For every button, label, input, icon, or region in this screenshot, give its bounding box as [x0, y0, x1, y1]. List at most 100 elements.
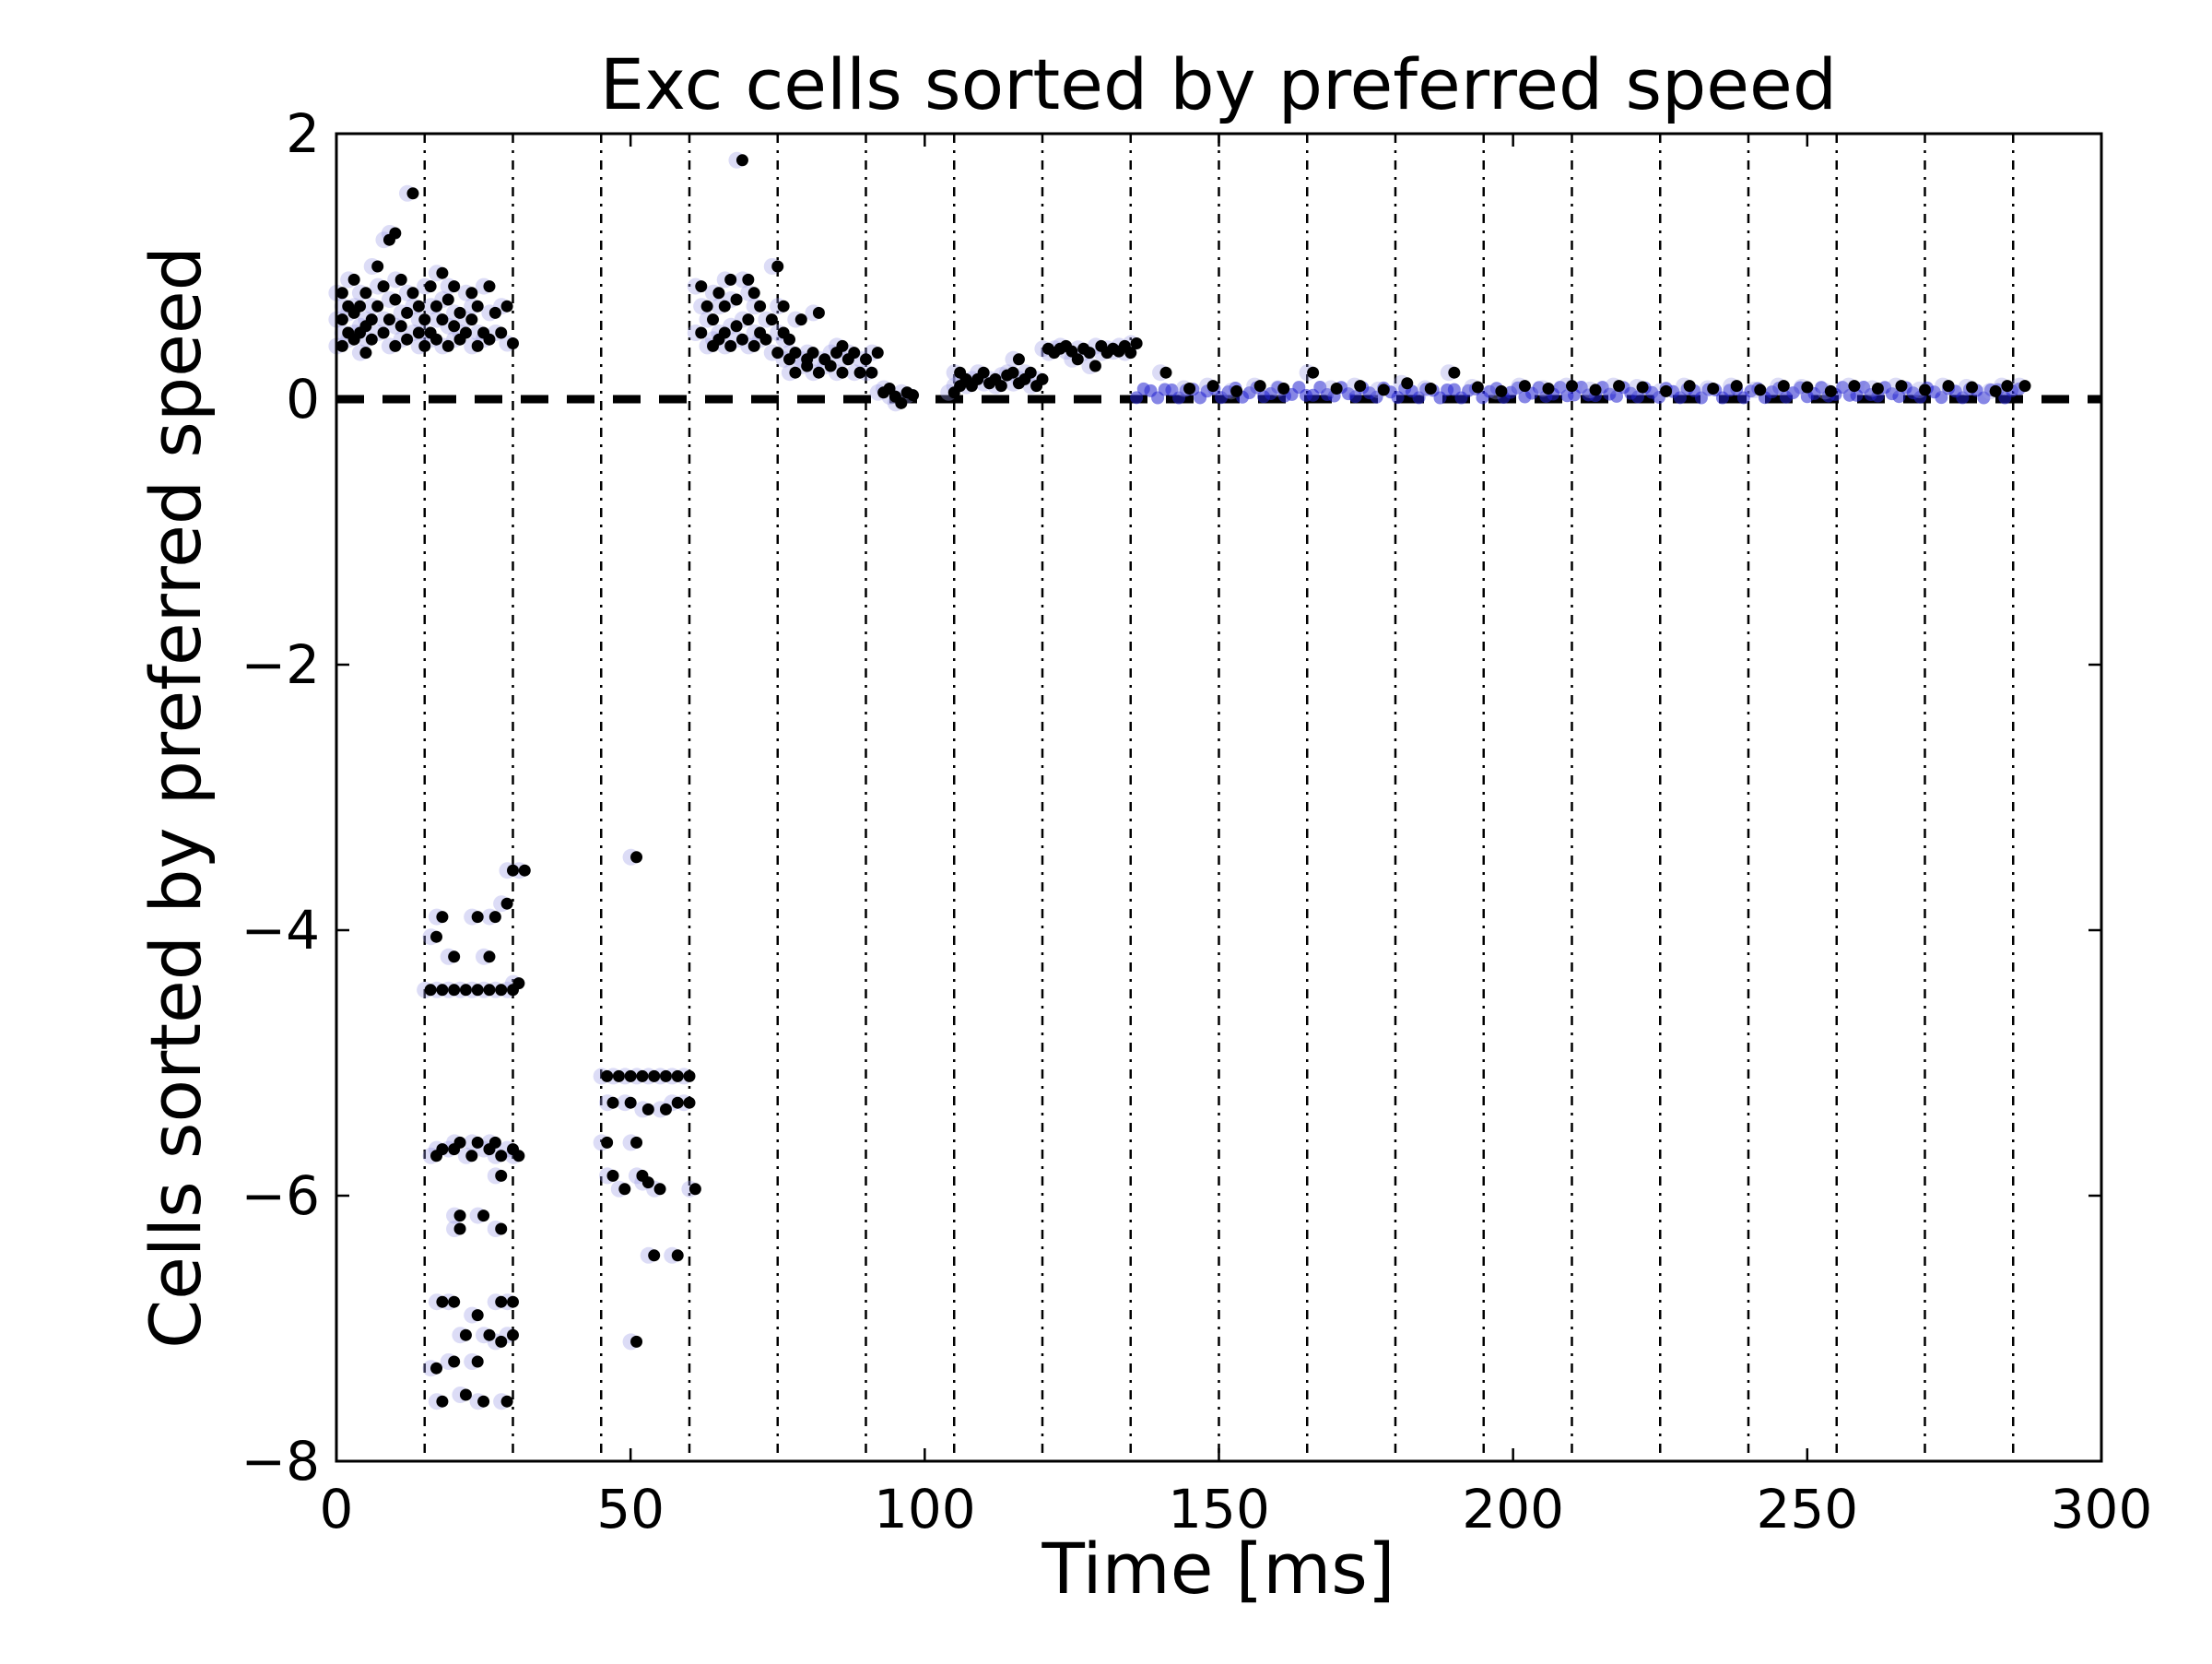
spike-point — [1636, 381, 1649, 394]
spike-point — [871, 347, 884, 360]
spike-point — [1277, 382, 1290, 395]
spike-point — [1006, 366, 1019, 379]
spike-halo — [1130, 391, 1144, 405]
spike-point — [1448, 366, 1461, 379]
spike-point — [1377, 384, 1390, 396]
spike-point — [354, 300, 367, 313]
spike-point — [977, 366, 990, 379]
spike-point — [406, 187, 419, 200]
spike-point — [759, 333, 772, 346]
spike-point — [1124, 347, 1137, 360]
spike-point — [335, 313, 348, 326]
spike-point — [483, 950, 496, 963]
spike-halo — [1610, 389, 1624, 403]
x-axis-label: Time [ms] — [1041, 1528, 1394, 1610]
spike-point — [495, 1222, 508, 1235]
spike-point — [1989, 384, 2002, 397]
spike-point — [1183, 382, 1196, 395]
spike-point — [1083, 347, 1096, 360]
spike-point — [507, 1328, 519, 1341]
spike-point — [1307, 366, 1320, 379]
spike-point — [459, 1328, 472, 1341]
spike-point — [377, 280, 390, 293]
x-tick-label: 250 — [1756, 1478, 1858, 1540]
spike-point — [630, 1335, 643, 1348]
spike-point — [1036, 372, 1049, 385]
spike-point — [659, 1069, 672, 1082]
spike-point — [612, 1069, 625, 1082]
spike-point — [401, 333, 414, 346]
spike-point — [371, 260, 384, 273]
spike-point — [394, 273, 407, 286]
spike-halo — [1935, 391, 1948, 405]
spike-point — [389, 339, 402, 352]
spike-point — [512, 1150, 525, 1162]
spike-point — [777, 300, 790, 313]
spike-point — [1542, 382, 1555, 395]
spike-point — [389, 227, 402, 240]
spike-point — [406, 287, 419, 300]
spike-point — [742, 313, 755, 326]
spike-point — [430, 930, 443, 943]
spike-point — [436, 984, 449, 997]
spike-point — [641, 1103, 654, 1115]
spike-point — [1230, 384, 1243, 397]
spike-point — [848, 347, 861, 360]
spike-point — [430, 333, 443, 346]
spike-point — [335, 339, 348, 352]
spike-point — [471, 339, 484, 352]
spike-point — [1471, 381, 1484, 394]
spike-point — [1919, 384, 1931, 396]
spike-point — [488, 911, 501, 924]
spike-point — [994, 380, 1007, 393]
spike-point — [335, 287, 348, 300]
spike-point — [441, 293, 454, 306]
chart-title: Exc cells sorted by preferred speed — [600, 43, 1837, 125]
spike-point — [865, 366, 878, 379]
spike-point — [688, 1183, 701, 1196]
x-tick-label: 50 — [596, 1478, 665, 1540]
spike-point — [730, 293, 743, 306]
spike-point — [483, 1328, 496, 1341]
spike-point — [459, 326, 472, 339]
spike-point — [430, 300, 443, 313]
spike-point — [488, 306, 501, 319]
spike-point — [648, 1249, 661, 1262]
spike-point — [1660, 384, 1673, 397]
spike-point — [765, 313, 778, 326]
spike-halo — [1815, 381, 1829, 395]
spike-point — [630, 1136, 643, 1149]
spike-point — [1848, 380, 1861, 393]
spike-point — [735, 154, 748, 167]
spike-point — [500, 897, 513, 910]
spike-point — [653, 1183, 666, 1196]
spike-point — [1683, 380, 1696, 393]
spike-point — [500, 300, 513, 313]
spike-point — [730, 320, 743, 333]
spike-point — [453, 1136, 466, 1149]
spike-point — [424, 280, 437, 293]
spike-point — [382, 313, 395, 326]
spike-point — [707, 313, 720, 326]
spike-point — [424, 984, 437, 997]
spike-point — [1966, 381, 1979, 394]
spike-point — [718, 300, 731, 313]
spike-point — [495, 1169, 508, 1182]
spike-point — [624, 1069, 637, 1082]
spike-point — [1824, 384, 1837, 397]
spike-halo — [1412, 391, 1426, 405]
spike-point — [783, 333, 796, 346]
spike-point — [1754, 384, 1767, 396]
spike-point — [771, 260, 784, 273]
spike-point — [659, 1103, 672, 1115]
spike-point — [1206, 380, 1219, 393]
spike-point — [718, 326, 731, 339]
spike-point — [359, 287, 372, 300]
spike-point — [495, 1150, 508, 1162]
vertical-reference-lines — [423, 134, 2015, 1461]
spike-point — [459, 984, 472, 997]
spike-halo — [1630, 390, 1644, 404]
spike-point — [1424, 382, 1437, 395]
x-tick-label: 150 — [1168, 1478, 1270, 1540]
spike-point — [801, 360, 814, 372]
